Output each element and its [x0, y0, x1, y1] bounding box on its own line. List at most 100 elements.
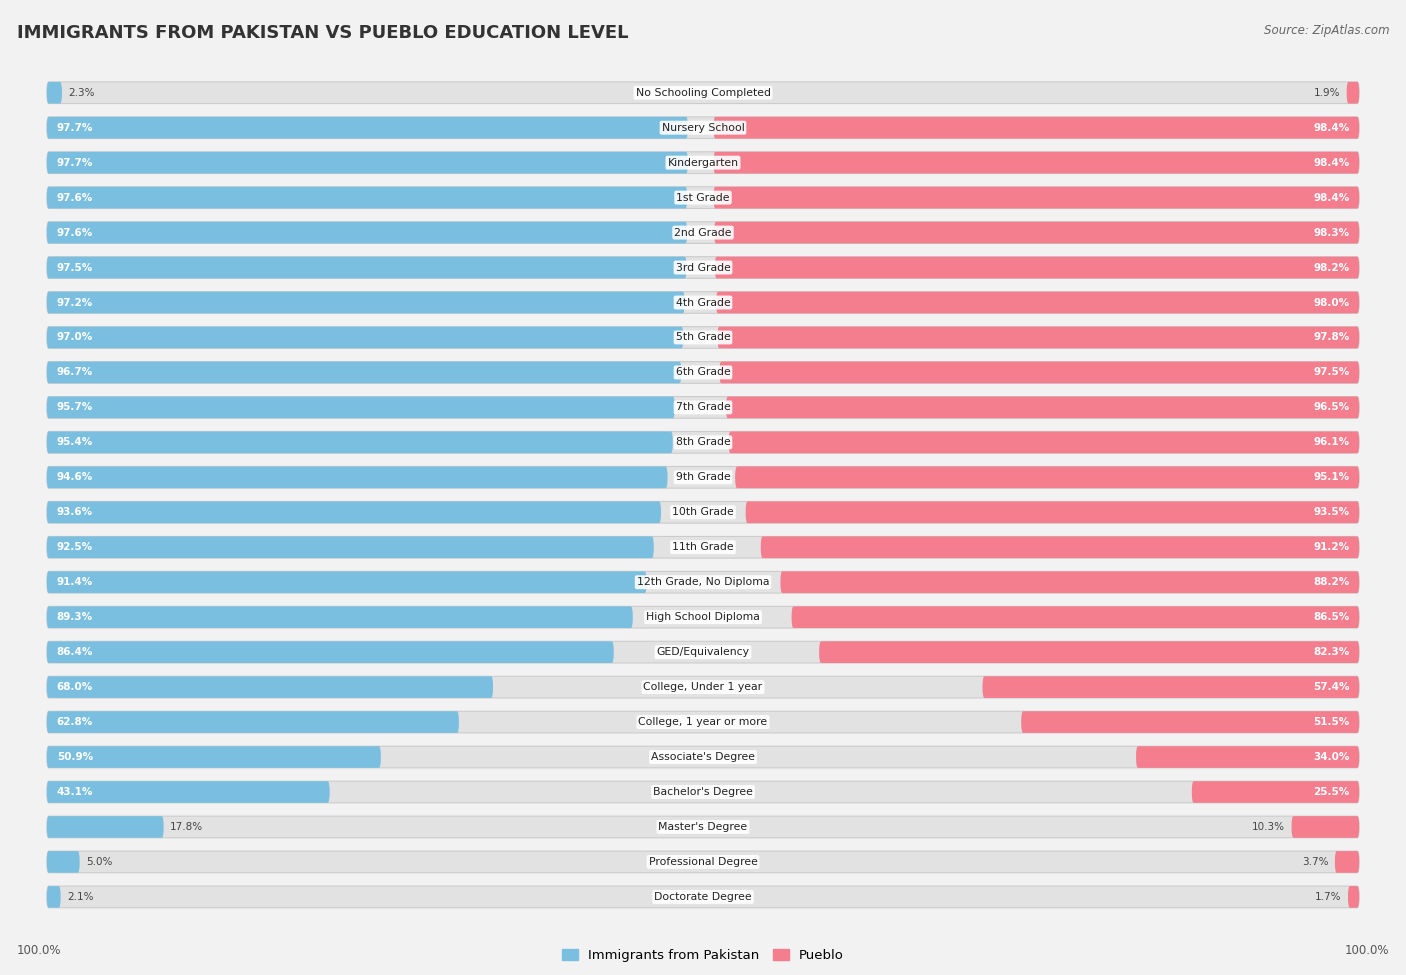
- FancyBboxPatch shape: [46, 781, 329, 802]
- FancyBboxPatch shape: [792, 606, 1360, 628]
- Text: 57.4%: 57.4%: [1313, 682, 1350, 692]
- FancyBboxPatch shape: [820, 642, 1360, 663]
- FancyBboxPatch shape: [46, 327, 683, 348]
- Text: 97.6%: 97.6%: [56, 227, 93, 238]
- FancyBboxPatch shape: [46, 82, 1360, 103]
- Text: 97.7%: 97.7%: [56, 158, 93, 168]
- Text: IMMIGRANTS FROM PAKISTAN VS PUEBLO EDUCATION LEVEL: IMMIGRANTS FROM PAKISTAN VS PUEBLO EDUCA…: [17, 24, 628, 42]
- FancyBboxPatch shape: [716, 292, 1360, 313]
- FancyBboxPatch shape: [714, 256, 1360, 279]
- FancyBboxPatch shape: [1348, 886, 1360, 908]
- Text: College, Under 1 year: College, Under 1 year: [644, 682, 762, 692]
- Text: 96.1%: 96.1%: [1313, 438, 1350, 448]
- FancyBboxPatch shape: [46, 362, 682, 383]
- Text: 98.4%: 98.4%: [1313, 123, 1350, 133]
- FancyBboxPatch shape: [717, 327, 1360, 348]
- FancyBboxPatch shape: [714, 221, 1360, 244]
- FancyBboxPatch shape: [46, 432, 673, 453]
- Text: 100.0%: 100.0%: [17, 945, 62, 957]
- Text: College, 1 year or more: College, 1 year or more: [638, 717, 768, 727]
- FancyBboxPatch shape: [46, 432, 1360, 453]
- FancyBboxPatch shape: [46, 152, 1360, 174]
- Text: 1.9%: 1.9%: [1313, 88, 1340, 98]
- FancyBboxPatch shape: [46, 362, 1360, 383]
- FancyBboxPatch shape: [46, 221, 688, 244]
- Text: 93.6%: 93.6%: [56, 507, 93, 518]
- Text: 100.0%: 100.0%: [1344, 945, 1389, 957]
- FancyBboxPatch shape: [1136, 746, 1360, 768]
- Text: 86.5%: 86.5%: [1313, 612, 1350, 622]
- FancyBboxPatch shape: [46, 851, 80, 873]
- Text: 4th Grade: 4th Grade: [676, 297, 730, 307]
- FancyBboxPatch shape: [46, 221, 1360, 244]
- Text: 82.3%: 82.3%: [1313, 647, 1350, 657]
- Text: 97.0%: 97.0%: [56, 332, 93, 342]
- Text: 86.4%: 86.4%: [56, 647, 93, 657]
- FancyBboxPatch shape: [46, 152, 688, 174]
- Text: 98.3%: 98.3%: [1313, 227, 1350, 238]
- FancyBboxPatch shape: [46, 82, 62, 103]
- Text: 97.2%: 97.2%: [56, 297, 93, 307]
- FancyBboxPatch shape: [1334, 851, 1360, 873]
- Text: 7th Grade: 7th Grade: [676, 403, 730, 412]
- FancyBboxPatch shape: [46, 816, 163, 838]
- Text: Associate's Degree: Associate's Degree: [651, 752, 755, 762]
- FancyBboxPatch shape: [46, 256, 686, 279]
- FancyBboxPatch shape: [1292, 816, 1360, 838]
- FancyBboxPatch shape: [46, 536, 1360, 558]
- Text: 91.2%: 91.2%: [1313, 542, 1350, 552]
- FancyBboxPatch shape: [46, 642, 1360, 663]
- FancyBboxPatch shape: [46, 816, 1360, 838]
- Text: 88.2%: 88.2%: [1313, 577, 1350, 587]
- FancyBboxPatch shape: [46, 711, 458, 733]
- FancyBboxPatch shape: [46, 256, 1360, 279]
- FancyBboxPatch shape: [46, 851, 1360, 873]
- Text: 93.5%: 93.5%: [1313, 507, 1350, 518]
- Text: 3rd Grade: 3rd Grade: [675, 262, 731, 273]
- Text: GED/Equivalency: GED/Equivalency: [657, 647, 749, 657]
- Text: 50.9%: 50.9%: [56, 752, 93, 762]
- Text: 89.3%: 89.3%: [56, 612, 93, 622]
- FancyBboxPatch shape: [745, 501, 1360, 524]
- Text: 97.5%: 97.5%: [1313, 368, 1350, 377]
- FancyBboxPatch shape: [46, 397, 675, 418]
- Legend: Immigrants from Pakistan, Pueblo: Immigrants from Pakistan, Pueblo: [557, 944, 849, 967]
- FancyBboxPatch shape: [46, 466, 668, 488]
- Text: High School Diploma: High School Diploma: [647, 612, 759, 622]
- FancyBboxPatch shape: [46, 606, 633, 628]
- FancyBboxPatch shape: [46, 187, 1360, 209]
- Text: 9th Grade: 9th Grade: [676, 472, 730, 483]
- Text: Bachelor's Degree: Bachelor's Degree: [652, 787, 754, 797]
- Text: 1st Grade: 1st Grade: [676, 193, 730, 203]
- FancyBboxPatch shape: [46, 677, 494, 698]
- Text: 96.5%: 96.5%: [1313, 403, 1350, 412]
- FancyBboxPatch shape: [713, 117, 1360, 138]
- FancyBboxPatch shape: [46, 536, 654, 558]
- FancyBboxPatch shape: [713, 187, 1360, 209]
- Text: 96.7%: 96.7%: [56, 368, 93, 377]
- FancyBboxPatch shape: [46, 677, 1360, 698]
- FancyBboxPatch shape: [46, 292, 1360, 313]
- Text: 97.6%: 97.6%: [56, 193, 93, 203]
- Text: 10.3%: 10.3%: [1251, 822, 1285, 832]
- Text: 97.5%: 97.5%: [56, 262, 93, 273]
- Text: 95.7%: 95.7%: [56, 403, 93, 412]
- Text: 6th Grade: 6th Grade: [676, 368, 730, 377]
- Text: 25.5%: 25.5%: [1313, 787, 1350, 797]
- Text: 51.5%: 51.5%: [1313, 717, 1350, 727]
- FancyBboxPatch shape: [46, 292, 685, 313]
- FancyBboxPatch shape: [46, 571, 647, 593]
- FancyBboxPatch shape: [46, 327, 1360, 348]
- Text: 98.4%: 98.4%: [1313, 158, 1350, 168]
- FancyBboxPatch shape: [46, 642, 614, 663]
- FancyBboxPatch shape: [728, 432, 1360, 453]
- FancyBboxPatch shape: [46, 117, 1360, 138]
- FancyBboxPatch shape: [46, 117, 688, 138]
- FancyBboxPatch shape: [46, 397, 1360, 418]
- Text: 62.8%: 62.8%: [56, 717, 93, 727]
- FancyBboxPatch shape: [46, 746, 1360, 768]
- Text: Nursery School: Nursery School: [662, 123, 744, 133]
- FancyBboxPatch shape: [46, 746, 381, 768]
- Text: 2.1%: 2.1%: [67, 892, 94, 902]
- FancyBboxPatch shape: [983, 677, 1360, 698]
